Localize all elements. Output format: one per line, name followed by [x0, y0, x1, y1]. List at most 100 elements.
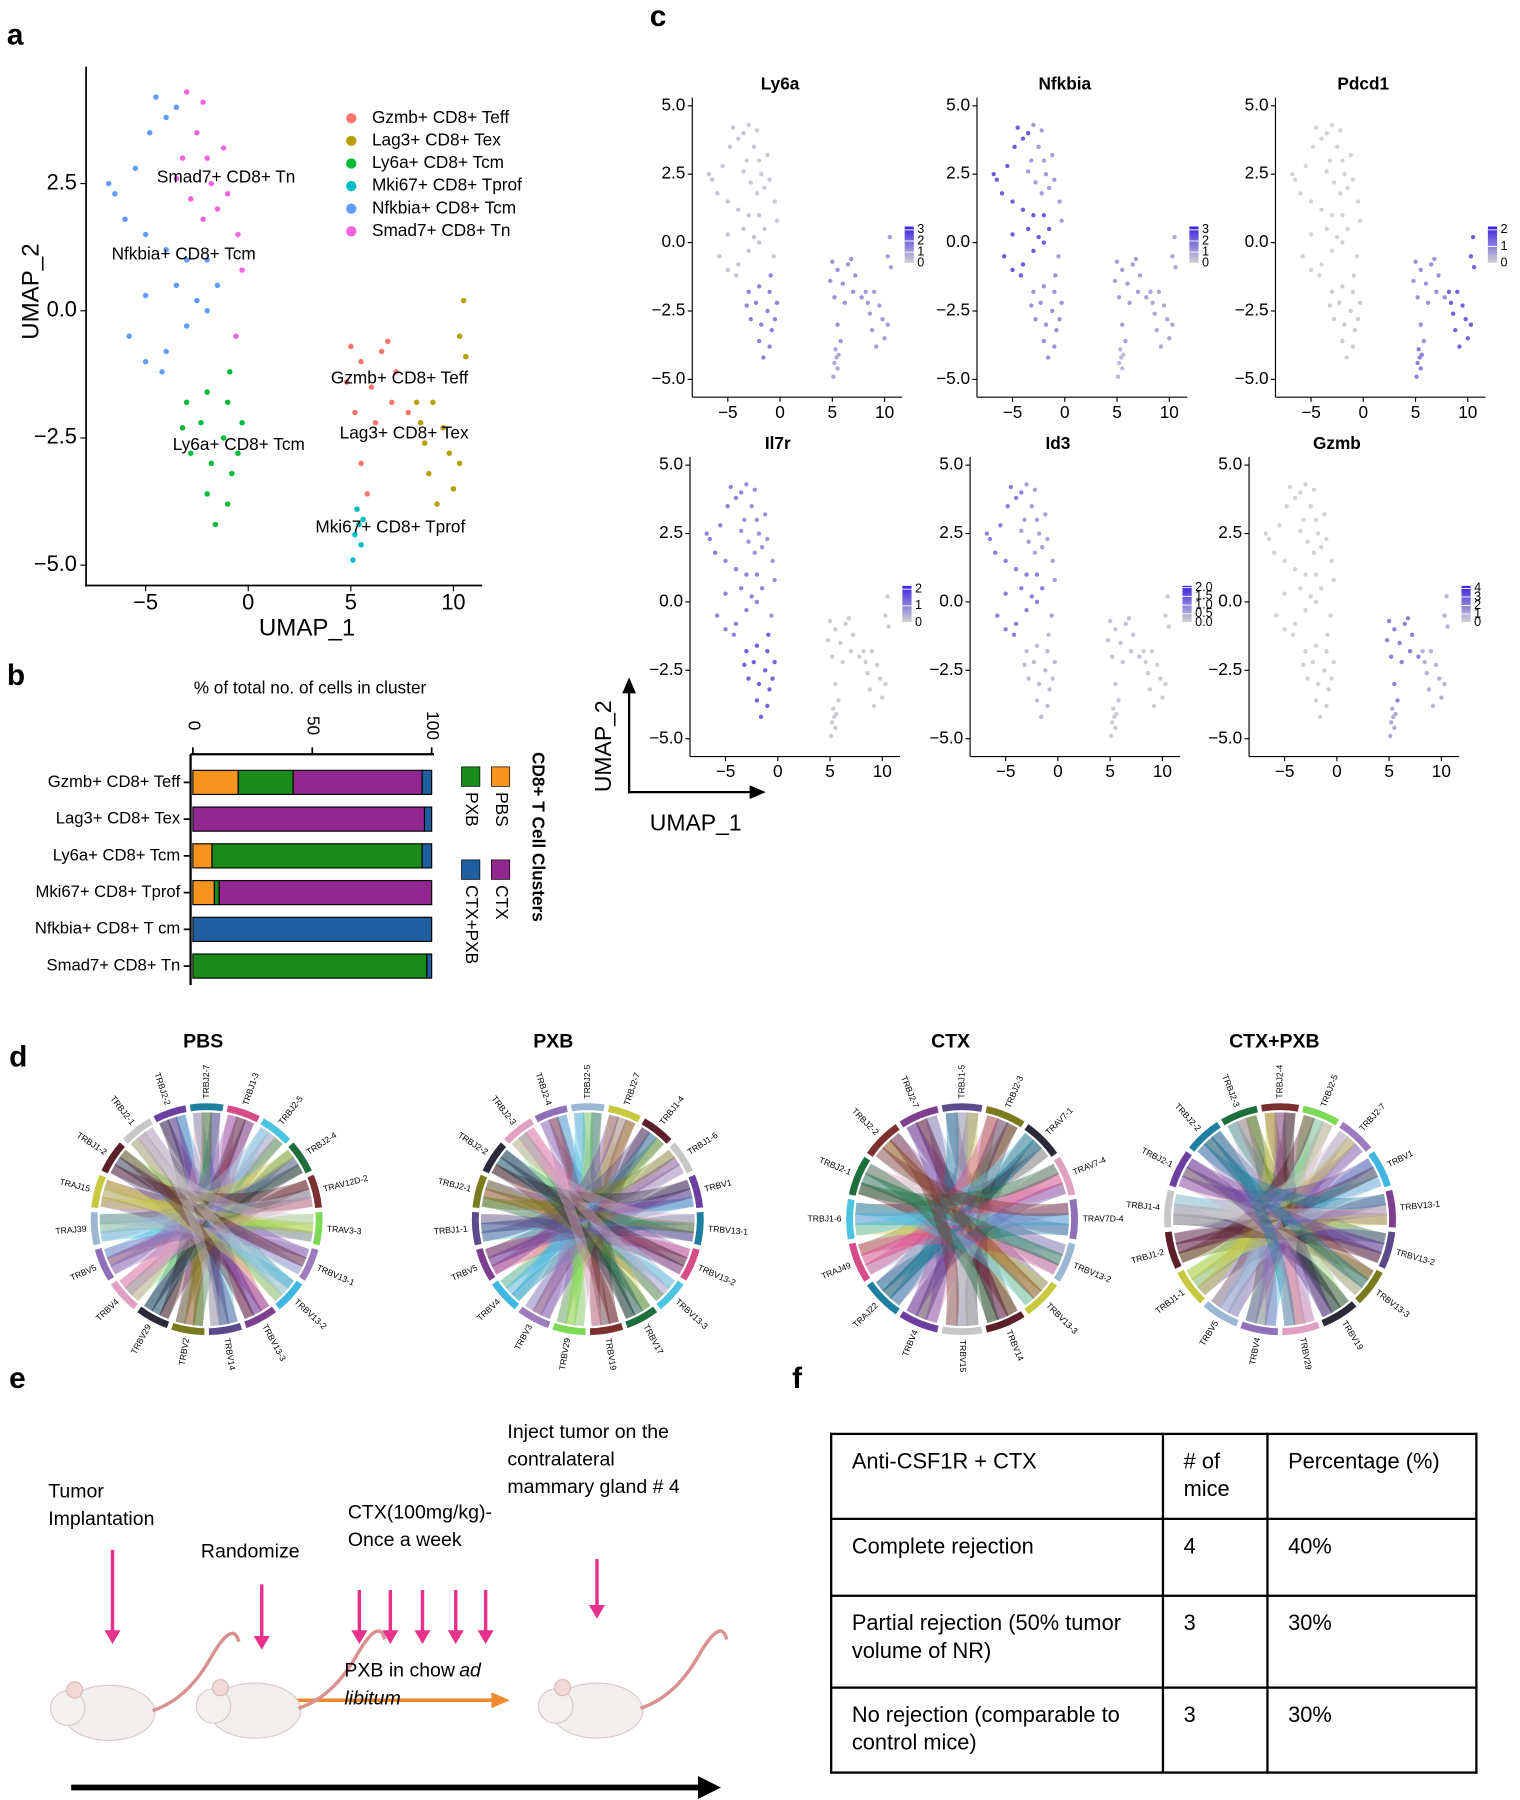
- x-tick-label: 10: [1458, 402, 1477, 422]
- cell-point: [1450, 311, 1456, 316]
- cell-point: [1031, 659, 1037, 665]
- chord-ribbon: [1227, 1121, 1262, 1318]
- cell-point: [742, 517, 747, 523]
- y-tick-label: 5.0: [939, 454, 963, 474]
- cell-point: [1436, 273, 1441, 278]
- chord-label: TRBV2: [177, 1337, 191, 1366]
- scale-tick-label: 0: [1474, 615, 1481, 629]
- chord-label: TRBJ2-5: [276, 1094, 305, 1127]
- chord-label: TRAV12D-2: [322, 1173, 369, 1194]
- cell-point: [1109, 733, 1114, 739]
- cell-point: [179, 425, 186, 431]
- chord-ribbon: [99, 1218, 314, 1234]
- cell-point: [723, 591, 728, 596]
- panel-label: c: [650, 0, 667, 33]
- cell-point: [1130, 632, 1136, 637]
- cell-point: [208, 180, 215, 187]
- cell-point: [736, 262, 741, 267]
- chord-ribbon: [548, 1116, 611, 1326]
- cell-point: [1033, 317, 1038, 322]
- chord-ribbon: [600, 1127, 651, 1324]
- cell-point: [1423, 281, 1429, 286]
- chord-label: TRBV3: [512, 1322, 534, 1351]
- y-tick-label: 5.0: [661, 94, 685, 114]
- cell-point: [754, 191, 760, 196]
- cell-point: [1442, 681, 1447, 687]
- cell-point: [772, 659, 777, 665]
- cell-point: [994, 177, 1000, 182]
- cell-point: [829, 720, 835, 725]
- chord-ribbon: [219, 1114, 270, 1312]
- cell-point: [1026, 169, 1031, 174]
- cell-point: [1163, 613, 1168, 618]
- legend-label: PBS: [492, 792, 512, 826]
- cell-point: [1411, 278, 1416, 284]
- cell-point: [229, 470, 235, 477]
- chord-ribbon: [945, 1112, 1049, 1292]
- chord-arc: [504, 1118, 535, 1144]
- cell-point: [828, 733, 834, 739]
- cell-point: [1300, 254, 1305, 259]
- chord-ribbon: [491, 1163, 619, 1324]
- cell-point: [1020, 262, 1026, 267]
- y-tick-label: 5.0: [1218, 454, 1242, 474]
- cell-point: [1384, 638, 1390, 643]
- cell-point: [1036, 681, 1042, 687]
- cell-point: [1342, 322, 1347, 327]
- chord-ribbon: [159, 1119, 310, 1259]
- pxb-arrowhead: [491, 1692, 510, 1709]
- y-tick-label: −2.5: [1235, 300, 1269, 320]
- chord-ribbon: [540, 1119, 691, 1259]
- chord-ribbon: [114, 1156, 307, 1267]
- cell-point: [1402, 621, 1407, 626]
- cell-point: [878, 676, 883, 681]
- cell-point: [220, 435, 227, 441]
- cell-point: [1350, 344, 1356, 349]
- cell-point: [1001, 254, 1007, 259]
- cell-point: [208, 460, 215, 467]
- chord-ribbon: [110, 1234, 310, 1275]
- cell-point: [1026, 676, 1031, 681]
- chord-ribbon: [106, 1156, 299, 1267]
- cell-point: [1418, 267, 1423, 273]
- chord-ribbon: [1274, 1112, 1306, 1326]
- cell-point: [1308, 594, 1313, 599]
- cell-point: [1166, 624, 1171, 629]
- cell-point: [850, 632, 856, 637]
- feature-title: Nfkbia: [1038, 74, 1091, 94]
- bar-segment: [423, 806, 433, 832]
- chord-arc: [985, 1311, 1025, 1333]
- scale-tick-label: 0: [915, 615, 922, 629]
- cell-point: [744, 158, 749, 163]
- chord-ribbon: [865, 1232, 1066, 1275]
- feature-title: Id3: [1045, 433, 1070, 453]
- chord-label: TRBJ2-4: [304, 1130, 338, 1157]
- cell-point: [867, 687, 872, 692]
- cell-point: [204, 155, 210, 161]
- bar-segment: [218, 879, 433, 906]
- chord-ribbon: [144, 1112, 221, 1312]
- cell-point: [450, 486, 457, 492]
- chord-ribbon: [858, 1182, 1018, 1317]
- mouse-tail: [152, 1631, 241, 1713]
- chord-ribbon: [1173, 1213, 1349, 1308]
- chord-ribbon: [1191, 1136, 1357, 1289]
- cell-point: [746, 122, 751, 128]
- cell-point: [749, 594, 754, 599]
- cell-point: [886, 624, 891, 629]
- cell-point: [1141, 648, 1146, 654]
- chord-ribbon: [1236, 1117, 1306, 1326]
- y-tick-label: 2.5: [47, 169, 77, 194]
- chord-ribbon: [1181, 1166, 1369, 1289]
- cell-point: [1351, 273, 1357, 278]
- table-cell: Percentage (%): [1266, 1432, 1478, 1521]
- cell-point: [389, 399, 395, 406]
- cell-point: [1324, 703, 1329, 709]
- cell-point: [405, 409, 412, 416]
- cell-point: [746, 248, 751, 253]
- cell-point: [766, 632, 771, 637]
- chord-arc: [846, 1198, 855, 1240]
- cell-point: [736, 136, 741, 141]
- y-tick-label: 0.0: [47, 297, 77, 322]
- bar-segment: [211, 843, 423, 869]
